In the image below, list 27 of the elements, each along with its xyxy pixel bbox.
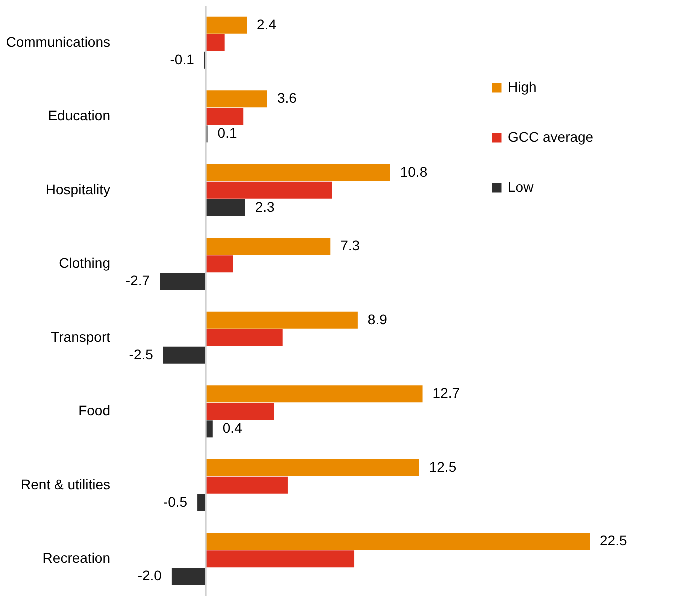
y-tick-label: Education xyxy=(48,108,110,124)
data-label: 2.3 xyxy=(255,198,275,215)
y-tick-label: Clothing xyxy=(59,255,110,272)
data-label: 12.5 xyxy=(429,458,457,475)
data-label: 10.8 xyxy=(400,164,428,180)
data-label: 0.1 xyxy=(218,125,238,142)
y-tick-label: Hospitality xyxy=(46,181,110,198)
legend-label: High xyxy=(508,79,537,95)
y-tick-label: Rent & utilities xyxy=(21,476,110,492)
data-label: -0.1 xyxy=(170,51,195,68)
data-label: 8.9 xyxy=(368,311,388,328)
data-label: 7.3 xyxy=(340,238,360,254)
data-label: 0.4 xyxy=(222,420,243,436)
y-tick-label: Transport xyxy=(51,328,111,345)
data-label: 12.7 xyxy=(432,385,460,402)
data-label: -2.5 xyxy=(129,346,154,362)
y-tick-label: Communications xyxy=(6,34,110,50)
data-label: -2.7 xyxy=(126,272,150,289)
legend-label: GCC average xyxy=(508,129,594,145)
y-tick-label: Recreation xyxy=(42,550,110,566)
legend-label: Low xyxy=(508,179,535,195)
data-label: 3.6 xyxy=(278,90,298,106)
data-label: -0.5 xyxy=(163,494,188,510)
y-tick-label: Food xyxy=(78,402,110,419)
data-label: 2.4 xyxy=(257,16,277,32)
data-label: 22.5 xyxy=(600,532,628,549)
data-label: -2.0 xyxy=(138,568,162,584)
